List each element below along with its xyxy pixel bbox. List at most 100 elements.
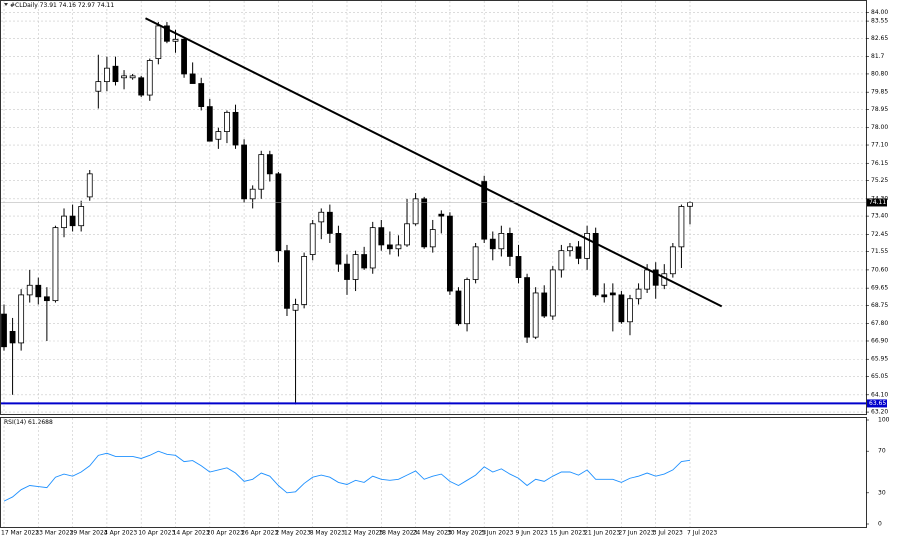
- y-tick-label: 79.85: [871, 89, 888, 96]
- candle-body: [224, 111, 230, 132]
- x-tick-label: 23 Mar 2023: [35, 530, 73, 537]
- candle-body: [172, 38, 179, 42]
- x-tick-label: 29 Mar 2023: [70, 530, 108, 537]
- candle-body: [352, 254, 359, 280]
- candle-body: [258, 154, 265, 190]
- candle-body: [524, 277, 530, 338]
- candle-body: [601, 294, 608, 298]
- candle-body: [284, 250, 290, 309]
- candle-body: [678, 206, 685, 248]
- candle-body: [121, 75, 127, 79]
- y-tick-label: 77.10: [871, 142, 888, 149]
- candle-body: [78, 206, 85, 227]
- x-tick-label: 8 May 2023: [310, 530, 345, 537]
- x-tick-label: 15 Jun 2023: [550, 530, 586, 537]
- y-tick-label: 75.25: [871, 177, 888, 184]
- candle-body: [232, 111, 239, 146]
- candle-body: [489, 238, 496, 250]
- x-tick-label: 7 Jul 2023: [687, 530, 717, 537]
- x-tick-label: 30 May 2023: [447, 530, 486, 537]
- current-price-box: [867, 198, 887, 207]
- candle-body: [361, 254, 368, 269]
- high-value: 74.16: [59, 2, 76, 9]
- x-tick-label: 2 May 2023: [275, 530, 310, 537]
- candle-body: [206, 106, 213, 142]
- y-tick-label: 65.05: [871, 373, 888, 380]
- candle-body: [26, 284, 33, 296]
- y-tick-label: 78.95: [871, 106, 888, 113]
- x-tick-label: 4 Apr 2023: [104, 530, 137, 537]
- candle-body: [446, 215, 453, 292]
- symbol: #CLDaily: [10, 2, 38, 9]
- candle-body: [335, 233, 342, 265]
- y-tick-label: 78.00: [871, 124, 888, 131]
- current-price-label: 74.11: [869, 199, 886, 206]
- rsi-panel: [0, 417, 867, 528]
- candle-body: [541, 292, 548, 317]
- open-value: 73.91: [40, 2, 57, 9]
- x-tick-label: 26 Apr 2023: [241, 530, 278, 537]
- y-tick-label: 66.90: [871, 337, 888, 344]
- y-tick-label: 65.95: [871, 356, 888, 363]
- candle-body: [421, 198, 428, 248]
- price-panel: [0, 0, 867, 415]
- candle-body: [404, 223, 410, 246]
- trendline: [145, 17, 723, 308]
- y-tick-label: 63.20: [871, 409, 888, 416]
- candle-body: [635, 288, 642, 300]
- level-label-box: [867, 399, 887, 408]
- candle-body: [18, 294, 25, 344]
- y-tick-label: 0: [878, 521, 882, 528]
- candle-body: [575, 246, 582, 259]
- y-tick-label: 64.10: [871, 391, 888, 398]
- x-tick-label: 27 Jun 2023: [618, 530, 654, 537]
- y-tick-label: 69.65: [871, 285, 888, 292]
- close-value: 74.11: [97, 2, 114, 9]
- candle-body: [429, 229, 436, 248]
- candle-body: [155, 25, 162, 59]
- candle-body: [129, 75, 136, 79]
- candle-body: [498, 233, 505, 250]
- candle-body: [567, 246, 573, 252]
- candle-body: [69, 215, 76, 227]
- candle-body: [146, 60, 153, 96]
- candle-body: [378, 227, 385, 246]
- x-tick-label: 20 Apr 2023: [207, 530, 244, 537]
- candle-body: [198, 83, 205, 107]
- x-tick-label: 21 Jun 2023: [584, 530, 620, 537]
- y-tick-label: 76.15: [871, 160, 888, 167]
- candle-body: [1, 313, 7, 348]
- candle-body: [644, 269, 651, 290]
- x-tick-label: 17 Mar 2023: [1, 530, 39, 537]
- candle-body: [481, 181, 488, 240]
- candle-body: [618, 294, 625, 323]
- candle-body: [369, 227, 376, 269]
- candle-body: [9, 330, 16, 344]
- candle-body: [515, 256, 522, 278]
- y-tick-label: 73.40: [871, 213, 888, 220]
- y-tick-label: 67.80: [871, 320, 888, 327]
- candle-body: [395, 244, 402, 250]
- candle-body: [507, 233, 513, 257]
- x-tick-label: 18 May 2023: [378, 530, 417, 537]
- rsi-title: RSI(14): [4, 419, 26, 426]
- candle-body: [275, 173, 282, 252]
- candle-body: [292, 304, 299, 311]
- y-tick-label: 83.55: [871, 18, 888, 25]
- candle-body: [455, 290, 462, 325]
- candle-body: [609, 292, 616, 296]
- candle-body: [627, 298, 633, 323]
- candle-body: [112, 65, 119, 83]
- y-tick-label: 68.75: [871, 302, 888, 309]
- x-tick-label: 12 May 2023: [344, 530, 383, 537]
- y-tick-label: 80.80: [871, 70, 888, 77]
- rsi-line: [3, 450, 691, 502]
- y-tick-label: 81.7: [871, 53, 885, 60]
- candle-body: [215, 131, 222, 140]
- y-tick-label: 30: [878, 489, 886, 496]
- low-value: 72.97: [78, 2, 95, 9]
- x-tick-label: 5 Jun 2023: [481, 530, 513, 537]
- x-tick-label: 24 May 2023: [413, 530, 452, 537]
- candle-body: [249, 188, 256, 200]
